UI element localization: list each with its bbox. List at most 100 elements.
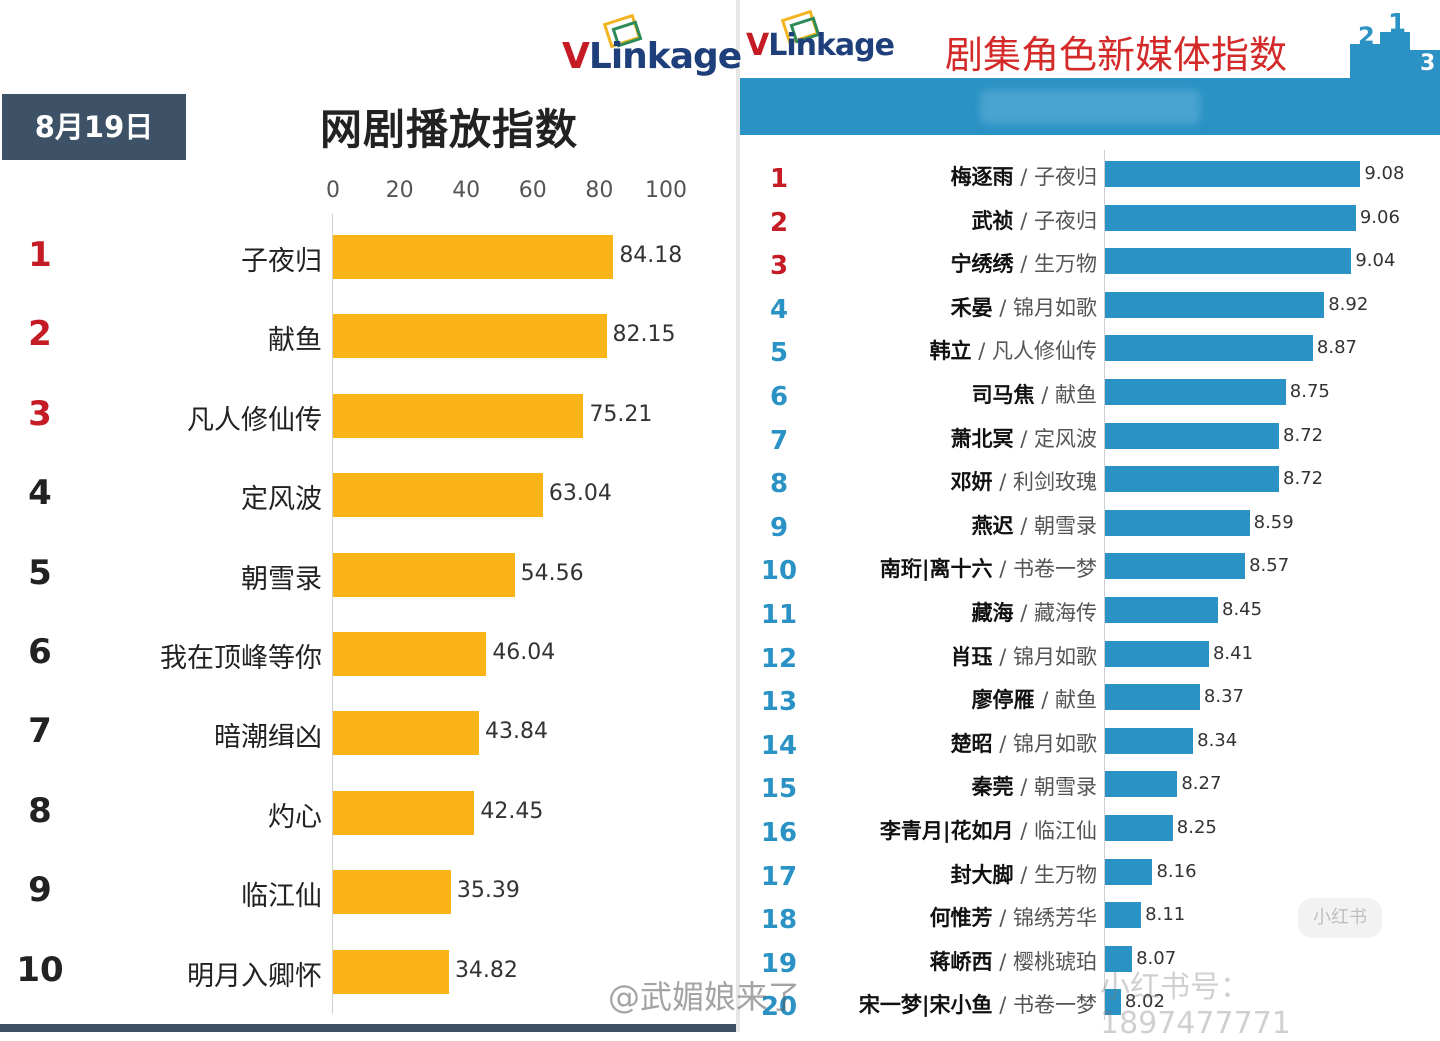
- left-chart-title: 网剧播放指数: [320, 105, 579, 154]
- data-label: 8.75: [1289, 381, 1330, 402]
- rank-number: 1: [28, 235, 52, 275]
- character-label: 禾晏 / 锦月如歌: [951, 292, 1097, 322]
- separator: /: [1013, 513, 1034, 538]
- character-label: 封大脚 / 生万物: [951, 859, 1097, 889]
- data-label: 8.72: [1283, 468, 1324, 490]
- character-name: 宋一梦|宋小鱼: [858, 993, 993, 1018]
- character-name: 邓妍: [950, 470, 993, 495]
- character-name: 蒋峤西: [929, 949, 993, 974]
- character-name: 秦莞: [971, 775, 1014, 800]
- rank-number: 14: [760, 730, 798, 761]
- rank-number: 10: [760, 556, 798, 587]
- character-label: 蒋峤西 / 樱桃琥珀: [930, 946, 1097, 976]
- separator: /: [1034, 688, 1055, 713]
- rank-number: 18: [760, 905, 798, 936]
- bar: [1105, 509, 1250, 536]
- category-label: 凡人修仙传: [187, 404, 322, 436]
- show-name: 书卷一梦: [1013, 557, 1097, 582]
- category-label: 灼心: [268, 801, 322, 833]
- show-name: 献鱼: [1055, 688, 1097, 713]
- separator: /: [992, 731, 1013, 756]
- rank-number: 6: [769, 382, 789, 412]
- data-label: 8.25: [1176, 817, 1217, 838]
- x-tick-label: 100: [645, 178, 687, 203]
- category-label: 子夜归: [241, 246, 322, 277]
- character-label: 萧北冥 / 定风波: [951, 423, 1097, 453]
- data-label: 9.04: [1355, 250, 1396, 272]
- character-label: 藏海 / 藏海传: [972, 597, 1097, 627]
- show-name: 朝雪录: [1034, 513, 1097, 538]
- podium-icon: 2 1 3: [1350, 10, 1440, 78]
- bar: [1105, 335, 1313, 362]
- separator: /: [1013, 775, 1034, 800]
- separator: /: [992, 644, 1013, 669]
- bar: [333, 790, 475, 835]
- rank-number: 15: [760, 774, 798, 805]
- character-name: 武祯: [971, 208, 1014, 233]
- character-name: 何惟芳: [929, 906, 993, 931]
- data-label: 8.59: [1253, 511, 1294, 533]
- panel-divider: [736, 0, 740, 1032]
- separator: /: [1013, 165, 1034, 189]
- data-label: 8.87: [1316, 337, 1357, 359]
- category-label: 我在顶峰等你: [160, 643, 322, 674]
- bar: [1105, 379, 1286, 405]
- category-label: 暗潮缉凶: [214, 722, 322, 754]
- left-axis-line: [332, 214, 333, 1014]
- character-label: 梅逐雨 / 子夜归: [951, 161, 1097, 191]
- x-tick-label: 20: [385, 178, 414, 203]
- separator: /: [971, 339, 992, 364]
- bar: [1105, 291, 1325, 318]
- category-label: 明月入卿怀: [187, 960, 322, 992]
- rank-number: 11: [760, 600, 798, 630]
- data-label: 8.57: [1249, 555, 1290, 577]
- data-label: 8.27: [1181, 773, 1222, 795]
- data-label: 42.45: [480, 798, 544, 824]
- show-name: 子夜归: [1034, 165, 1097, 189]
- show-name: 藏海传: [1034, 601, 1097, 625]
- rank-number: 20: [760, 992, 798, 1023]
- character-label: 邓妍 / 利剑玫瑰: [951, 466, 1097, 496]
- bar: [333, 393, 584, 438]
- data-label: 8.72: [1283, 424, 1324, 446]
- svg-text:1: 1: [1388, 10, 1406, 39]
- separator: /: [1013, 601, 1034, 625]
- xhs-watermark-logo: 小红书: [1298, 898, 1382, 938]
- character-label: 廖停雁 / 献鱼: [972, 684, 1097, 714]
- bar: [333, 870, 451, 915]
- separator: /: [1013, 862, 1034, 887]
- right-chart-title: 剧集角色新媒体指数: [945, 33, 1288, 77]
- rank-number: 4: [769, 294, 789, 325]
- rank-number: 9: [769, 512, 789, 543]
- weibo-watermark: @武媚娘来了: [608, 978, 801, 1016]
- data-label: 8.45: [1222, 599, 1263, 620]
- data-label: 75.21: [589, 401, 653, 427]
- separator: /: [992, 993, 1013, 1018]
- vlinkage-logo-left: VLinkage: [562, 36, 742, 77]
- bar: [1105, 640, 1209, 667]
- rank-number: 2: [769, 207, 789, 238]
- separator: /: [992, 470, 1013, 495]
- character-label: 李青月|花如月 / 临江仙: [880, 815, 1097, 845]
- character-name: 韩立: [929, 339, 972, 364]
- show-name: 献鱼: [1055, 383, 1097, 407]
- rank-number: 8: [28, 790, 52, 831]
- rank-number: 5: [769, 338, 789, 369]
- rank-number: 8: [769, 469, 789, 500]
- data-label: 8.11: [1145, 904, 1186, 926]
- bar: [333, 632, 487, 676]
- character-name: 楚昭: [950, 731, 993, 756]
- show-name: 临江仙: [1034, 819, 1097, 843]
- character-name: 李青月|花如月: [879, 819, 1014, 843]
- x-tick-label: 60: [518, 178, 547, 203]
- data-label: 9.08: [1364, 163, 1405, 184]
- character-label: 司马焦 / 献鱼: [972, 379, 1097, 409]
- character-name: 廖停雁: [971, 688, 1035, 713]
- date-badge: 8月19日: [2, 94, 186, 160]
- bottom-strip: [0, 1024, 736, 1032]
- character-label: 武祯 / 子夜归: [972, 205, 1097, 235]
- bar: [1105, 727, 1194, 754]
- character-label: 宁绣绣 / 生万物: [951, 248, 1097, 278]
- rank-number: 5: [28, 552, 52, 593]
- data-label: 54.56: [520, 560, 584, 586]
